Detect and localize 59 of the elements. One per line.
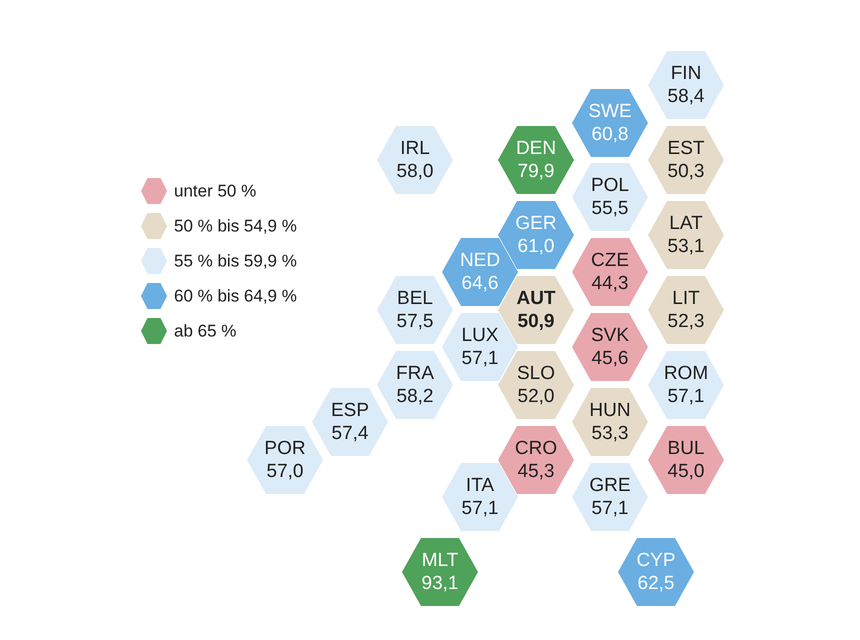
data-label: 58,4 — [668, 86, 705, 107]
category-label: CZE — [591, 250, 629, 271]
category-label: ROM — [664, 363, 708, 384]
category-label: POL — [590, 175, 630, 196]
category-label: CYP — [636, 550, 676, 571]
category-label: LIT — [672, 288, 700, 309]
data-label: 64,6 — [462, 273, 498, 294]
category-label: FIN — [670, 63, 702, 84]
data-label: 50,9 — [518, 311, 554, 332]
category-label: HUN — [589, 400, 631, 421]
data-label: 45,6 — [592, 348, 628, 369]
data-label: 57,1 — [668, 386, 704, 407]
data-label: 53,3 — [592, 423, 628, 444]
data-label: 58,2 — [396, 386, 434, 407]
category-label: DEN — [516, 138, 556, 159]
data-label: 52,0 — [518, 386, 554, 407]
data-label: 52,3 — [668, 311, 704, 332]
category-label: BUL — [668, 438, 704, 459]
category-label: IRL — [400, 138, 430, 159]
category-label: BEL — [397, 288, 433, 309]
category-label: ESP — [330, 400, 370, 421]
category-label: CRO — [514, 438, 558, 459]
category-label: ITA — [466, 475, 494, 496]
data-label: 45,0 — [668, 461, 704, 482]
category-label: SLO — [516, 363, 556, 384]
category-label: MLT — [422, 550, 459, 571]
legend-label: 60 % bis 64,9 % — [174, 286, 297, 306]
data-label: 57,1 — [462, 498, 498, 519]
data-label: 57,5 — [396, 311, 434, 332]
legend-label: 50 % bis 54,9 % — [174, 216, 297, 236]
data-label: 57,1 — [462, 348, 498, 369]
data-label: 57,0 — [266, 461, 304, 482]
category-label: SWE — [588, 101, 632, 122]
category-label: EST — [668, 138, 705, 159]
data-label: 62,5 — [638, 573, 674, 594]
legend-label: ab 65 % — [174, 322, 236, 340]
category-label: POR — [264, 438, 306, 459]
data-label: 55,5 — [592, 198, 628, 219]
data-label: 93,1 — [422, 573, 458, 594]
category-label: LUX — [462, 325, 499, 346]
category-label: GER — [515, 213, 557, 234]
data-label: 57,1 — [592, 498, 628, 519]
data-label: 44,3 — [592, 273, 628, 294]
legend-label: unter 50 % — [174, 182, 256, 200]
data-label: 50,3 — [668, 161, 704, 182]
category-label: LAT — [669, 213, 704, 234]
data-label: 61,0 — [518, 236, 554, 257]
data-label: 45,3 — [518, 461, 554, 482]
category-label: FRA — [396, 363, 434, 384]
category-label: NED — [460, 250, 500, 271]
data-label: 53,1 — [668, 236, 704, 257]
category-label: GRE — [589, 475, 631, 496]
data-label: 58,0 — [396, 161, 434, 182]
data-label: 57,4 — [332, 423, 369, 444]
legend-label: 55 % bis 59,9 % — [174, 252, 297, 270]
data-label: 79,9 — [518, 161, 554, 182]
category-label: SVK — [590, 325, 630, 346]
data-label: 60,8 — [592, 124, 628, 145]
category-label: AUT — [516, 288, 556, 309]
